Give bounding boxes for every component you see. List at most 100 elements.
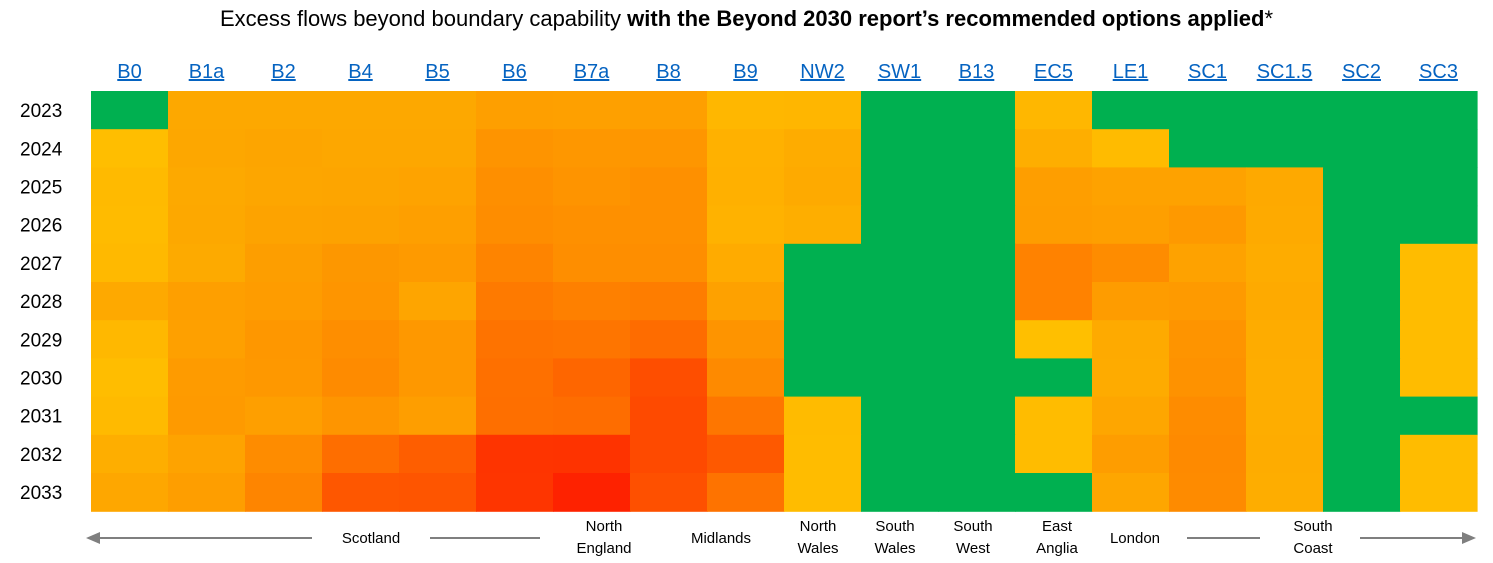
heatmap-cell-2028-EC5: [1015, 282, 1093, 321]
heatmap-cell-2026-B6: [476, 205, 554, 245]
heatmap-cell-2025-EC5: [1015, 167, 1093, 207]
heatmap-cell-2031-B1a: [168, 396, 246, 436]
heatmap-cell-2033-B8: [630, 473, 708, 512]
heatmap-cell-2027-SC1.5: [1246, 243, 1324, 283]
heatmap-cell-2024-B6: [476, 129, 554, 168]
heatmap-cell-2031-SC3: [1400, 396, 1478, 436]
column-link-EC5[interactable]: EC5: [1034, 61, 1073, 83]
heatmap-cell-2026-B9: [707, 205, 785, 245]
column-link-B1a[interactable]: B1a: [189, 61, 225, 83]
heatmap-cell-2025-SC3: [1400, 167, 1478, 207]
left-arrowhead: [86, 532, 100, 544]
heatmap-cell-2030-B7a: [553, 358, 631, 398]
column-labels: B0 B1a B2 B4 B5 B6 B7a B8 B9 NW2 SW1 B13 EC5 LE1 SC1 SC…: [117, 61, 1458, 83]
row-label-2027: 2027: [20, 254, 62, 275]
heatmap-cell-2023-B5: [399, 91, 477, 130]
region-label-1-line-0: North: [586, 518, 623, 535]
heatmap-cell-2026-SC2: [1323, 205, 1401, 245]
heatmap-cell-2030-B13: [938, 358, 1016, 398]
heatmap-cell-2033-B4: [322, 473, 400, 512]
row-label-2025: 2025: [20, 178, 62, 199]
heatmap-cell-2024-LE1: [1092, 129, 1170, 168]
heatmap-cell-2025-NW2: [784, 167, 862, 207]
heatmap-cell-2033-B13: [938, 473, 1016, 512]
column-link-B5[interactable]: B5: [425, 61, 449, 83]
column-link-B8[interactable]: B8: [656, 61, 680, 83]
heatmap-cell-2029-B6: [476, 320, 554, 359]
column-link-SC2[interactable]: SC2: [1342, 61, 1381, 83]
column-link-B0[interactable]: B0: [117, 61, 141, 83]
heatmap-cell-2032-B5: [399, 434, 477, 474]
heatmap-cell-2032-LE1: [1092, 434, 1170, 474]
heatmap-cell-2031-B9: [707, 396, 785, 436]
column-link-B6[interactable]: B6: [502, 61, 526, 83]
heatmap-cell-2028-LE1: [1092, 282, 1170, 321]
heatmap-cell-2025-B0: [91, 167, 169, 207]
heatmap-cell-2027-B5: [399, 243, 477, 283]
row-label-2028: 2028: [20, 292, 62, 313]
heatmap-cell-2032-SC3: [1400, 434, 1478, 474]
heatmap-cell-2033-SC1: [1169, 473, 1247, 512]
heatmap-cell-2031-SC1.5: [1246, 396, 1324, 436]
heatmap-cell-2027-SW1: [861, 243, 939, 283]
heatmap-cell-2031-B6: [476, 396, 554, 436]
heatmap-cell-2028-B9: [707, 282, 785, 321]
heatmap-cell-2028-SC2: [1323, 282, 1401, 321]
column-link-B13[interactable]: B13: [959, 61, 995, 83]
heatmap-cell-2028-B0: [91, 282, 169, 321]
heatmap-cell-2028-B5: [399, 282, 477, 321]
heatmap-cell-2030-B0: [91, 358, 169, 398]
heatmap-cell-2031-B8: [630, 396, 708, 436]
heatmap-cell-2033-SW1: [861, 473, 939, 512]
heatmap-cell-2030-SC2: [1323, 358, 1401, 398]
title-bold: with the Beyond 2030 report’s recommende…: [627, 6, 1265, 31]
heatmap-cell-2023-SC2: [1323, 91, 1401, 130]
heatmap-cell-2028-B6: [476, 282, 554, 321]
heatmap-cell-2023-SC3: [1400, 91, 1478, 130]
heatmap-cell-2024-B1a: [168, 129, 246, 168]
heatmap-cell-2027-B1a: [168, 243, 246, 283]
column-link-NW2[interactable]: NW2: [800, 61, 844, 83]
region-label-3-line-0: North: [800, 518, 837, 535]
column-link-SC1.5[interactable]: SC1.5: [1257, 61, 1313, 83]
heatmap-cell-2023-EC5: [1015, 91, 1093, 130]
heatmap-cell-2023-SW1: [861, 91, 939, 130]
heatmap-cell-2030-B8: [630, 358, 708, 398]
heatmap-cell-2025-B6: [476, 167, 554, 207]
column-link-B4[interactable]: B4: [348, 61, 372, 83]
column-link-LE1[interactable]: LE1: [1113, 61, 1149, 83]
heatmap-cell-2032-B1a: [168, 434, 246, 474]
column-link-B9[interactable]: B9: [733, 61, 757, 83]
region-label-1-line-1: England: [576, 540, 631, 557]
row-label-2031: 2031: [20, 407, 62, 428]
heatmap-cell-2030-B5: [399, 358, 477, 398]
region-label-8-line-1: Coast: [1293, 540, 1333, 557]
heatmap-cell-2030-SW1: [861, 358, 939, 398]
heatmap-cell-2023-LE1: [1092, 91, 1170, 130]
column-link-SC1[interactable]: SC1: [1188, 61, 1227, 83]
heatmap-cell-2030-B6: [476, 358, 554, 398]
region-label-6-line-0: East: [1042, 518, 1073, 535]
heatmap-cell-2029-B0: [91, 320, 169, 359]
heatmap-cell-2031-EC5: [1015, 396, 1093, 436]
heatmap-cell-2031-B2: [245, 396, 323, 436]
heatmap-cell-2029-SC3: [1400, 320, 1478, 359]
heatmap-cell-2026-B4: [322, 205, 400, 245]
column-link-SC3[interactable]: SC3: [1419, 61, 1458, 83]
heatmap-cell-2032-B6: [476, 434, 554, 474]
chart-title: Excess flows beyond boundary capability …: [0, 6, 1493, 32]
heatmap-cell-2029-B4: [322, 320, 400, 359]
column-link-B7a[interactable]: B7a: [574, 61, 610, 83]
column-link-B2[interactable]: B2: [271, 61, 295, 83]
heatmap-cell-2027-SC1: [1169, 243, 1247, 283]
region-label-3-line-1: Wales: [797, 540, 838, 557]
heatmap-cell-2031-SC1: [1169, 396, 1247, 436]
heatmap-cell-2031-NW2: [784, 396, 862, 436]
heatmap-cell-2032-B2: [245, 434, 323, 474]
heatmap-cell-2033-B0: [91, 473, 169, 512]
heatmap-cell-2026-B7a: [553, 205, 631, 245]
column-link-SW1[interactable]: SW1: [878, 61, 921, 83]
heatmap-cell-2029-B2: [245, 320, 323, 359]
heatmap-cell-2023-NW2: [784, 91, 862, 130]
